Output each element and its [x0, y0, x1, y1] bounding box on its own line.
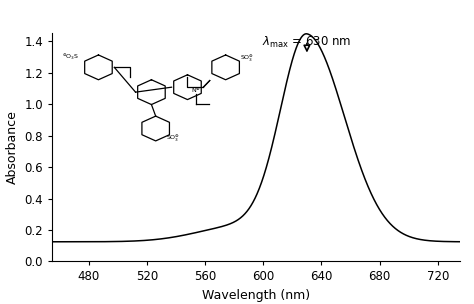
Y-axis label: Absorbance: Absorbance — [6, 110, 19, 185]
X-axis label: Wavelength (nm): Wavelength (nm) — [202, 289, 310, 302]
Text: $\lambda_{\rm max}$ = 630 nm: $\lambda_{\rm max}$ = 630 nm — [262, 35, 352, 50]
